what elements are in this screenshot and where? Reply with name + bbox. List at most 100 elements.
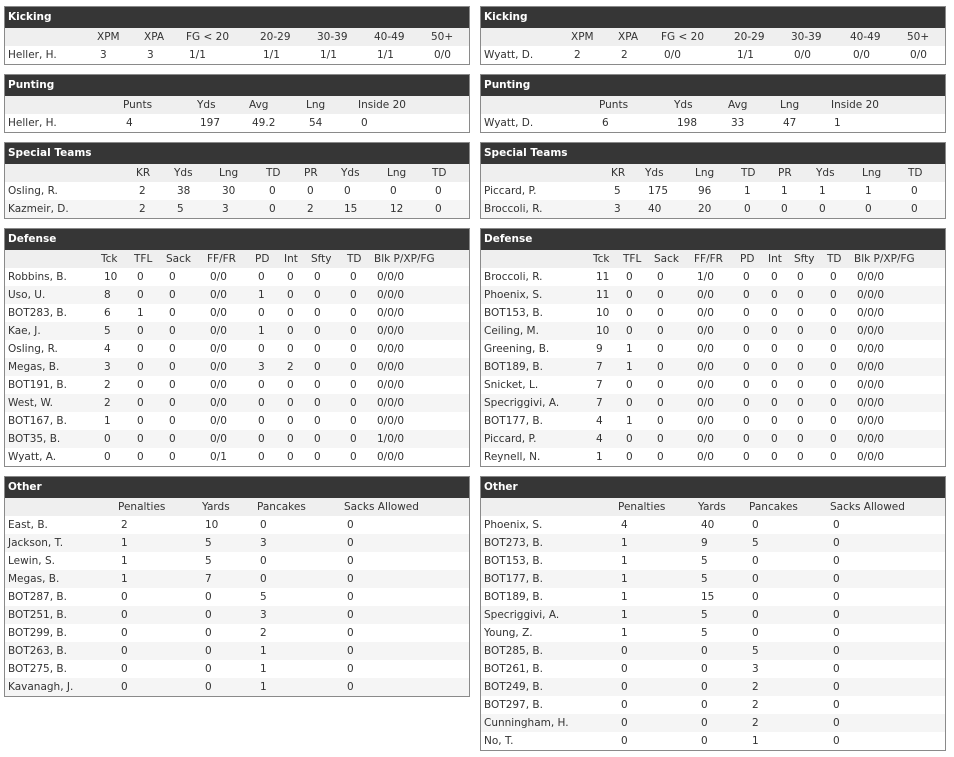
- column-header: Blk P/XP/FG: [374, 253, 435, 265]
- stats-table: Kicking XPM XPA FG < 20 20-29 30-39 40-49 50+ He…: [4, 6, 470, 65]
- stat-cell: 7: [596, 361, 603, 373]
- column-header: Lng: [387, 167, 407, 179]
- stat-cell: 1: [865, 185, 872, 197]
- data-row: Kazmeir, D. 2 5 3 0 2 15 12 0: [5, 200, 469, 218]
- header-row: KR Yds Lng TD PR Yds Lng TD: [5, 164, 469, 182]
- stat-cell: 0/0: [697, 307, 714, 319]
- player-name: Snicket, L.: [484, 379, 539, 391]
- stat-cell: 1: [258, 289, 265, 301]
- column-header: Lng: [862, 167, 882, 179]
- stat-cell: 1/0: [697, 271, 714, 283]
- stat-cell: 0: [657, 451, 664, 463]
- stat-cell: 12: [390, 203, 404, 215]
- stat-cell: 1: [781, 185, 788, 197]
- stat-cell: 0/0/0: [377, 343, 405, 355]
- header-row: Punts Yds Avg Lng Inside 20: [481, 96, 945, 114]
- stat-cell: 0: [435, 203, 442, 215]
- header-row: Tck TFL Sack FF/FR PD Int Sfty TD Blk P/XP/FG: [481, 250, 945, 268]
- stat-cell: 0: [121, 609, 128, 621]
- player-name: Broccoli, R.: [484, 271, 543, 283]
- stat-cell: 0: [797, 307, 804, 319]
- stat-cell: 0/0: [664, 49, 681, 61]
- data-row: BOT275, B. 0 0 1 0: [5, 660, 469, 678]
- data-row: Kavanagh, J. 0 0 1 0: [5, 678, 469, 696]
- stat-cell: 0: [830, 325, 837, 337]
- stat-cell: 0: [260, 573, 267, 585]
- player-name: BOT189, B.: [484, 591, 543, 603]
- player-name: Uso, U.: [8, 289, 46, 301]
- stat-cell: 2: [139, 203, 146, 215]
- stat-cell: 0: [621, 681, 628, 693]
- data-row: Greening, B. 9 1 0 0/0 0 0 0 0 0/0/0: [481, 340, 945, 358]
- stat-cell: 0: [314, 343, 321, 355]
- stat-cell: 0: [771, 379, 778, 391]
- stat-cell: 0: [833, 681, 840, 693]
- stat-cell: 1: [626, 343, 633, 355]
- data-row: BOT261, B. 0 0 3 0: [481, 660, 945, 678]
- stat-cell: 5: [701, 555, 708, 567]
- column-header: XPA: [144, 31, 165, 43]
- stat-cell: 0: [657, 289, 664, 301]
- column-header: Lng: [306, 99, 326, 111]
- stat-cell: 0: [350, 451, 357, 463]
- stat-cell: 0: [137, 415, 144, 427]
- stat-cell: 10: [104, 271, 118, 283]
- stat-cell: 0: [350, 289, 357, 301]
- stat-cell: 0: [169, 307, 176, 319]
- stat-cell: 0: [137, 343, 144, 355]
- stat-cell: 1: [752, 735, 759, 747]
- player-name: BOT191, B.: [8, 379, 67, 391]
- column-header: Sacks Allowed: [830, 501, 905, 513]
- stat-cell: 0: [830, 361, 837, 373]
- stat-cell: 1: [621, 591, 628, 603]
- stat-cell: 1: [621, 609, 628, 621]
- stat-cell: 0: [258, 379, 265, 391]
- stat-cell: 0: [797, 289, 804, 301]
- stat-cell: 0: [314, 361, 321, 373]
- stat-cell: 5: [177, 203, 184, 215]
- stat-cell: 2: [752, 699, 759, 711]
- column-header: Lng: [695, 167, 715, 179]
- data-row: Jackson, T. 1 5 3 0: [5, 534, 469, 552]
- data-row: BOT167, B. 1 0 0 0/0 0 0 0 0 0/0/0: [5, 412, 469, 430]
- player-name: BOT167, B.: [8, 415, 67, 427]
- data-row: Young, Z. 1 5 0 0: [481, 624, 945, 642]
- stat-cell: 0: [771, 415, 778, 427]
- stat-cell: 0: [169, 379, 176, 391]
- data-row: BOT249, B. 0 0 2 0: [481, 678, 945, 696]
- column-header: Punts: [123, 99, 153, 111]
- stat-cell: 1: [260, 645, 267, 657]
- player-name: Greening, B.: [484, 343, 550, 355]
- stat-cell: 9: [596, 343, 603, 355]
- player-name: Piccard, P.: [484, 185, 537, 197]
- data-row: BOT297, B. 0 0 2 0: [481, 696, 945, 714]
- stats-table: Defense Tck TFL Sack FF/FR PD Int Sfty TD Blk P/X…: [480, 228, 946, 467]
- stat-cell: 3: [260, 609, 267, 621]
- stat-cell: 1: [621, 573, 628, 585]
- stat-cell: 0/0: [697, 397, 714, 409]
- column-header: TD: [908, 167, 923, 179]
- stat-cell: 0: [169, 361, 176, 373]
- stat-cell: 0: [307, 185, 314, 197]
- player-name: BOT273, B.: [484, 537, 543, 549]
- player-name: BOT251, B.: [8, 609, 67, 621]
- column-header: Pancakes: [257, 501, 306, 513]
- data-row: Cunningham, H. 0 0 2 0: [481, 714, 945, 732]
- player-name: Phoenix, S.: [484, 289, 543, 301]
- column-header: 20-29: [734, 31, 765, 43]
- stat-cell: 0/0: [697, 361, 714, 373]
- player-name: Heller, H.: [8, 49, 57, 61]
- stat-cell: 0: [771, 289, 778, 301]
- stat-cell: 3: [104, 361, 111, 373]
- column-header: FG < 20: [186, 31, 230, 43]
- stat-cell: 54: [309, 117, 323, 129]
- player-name: BOT177, B.: [484, 573, 543, 585]
- column-header: Penalties: [118, 501, 166, 513]
- data-row: Megas, B. 1 7 0 0: [5, 570, 469, 588]
- column-header: Inside 20: [358, 99, 406, 111]
- stat-cell: 0/0/0: [377, 451, 405, 463]
- table-title: Other: [5, 477, 469, 498]
- stat-cell: 5: [701, 609, 708, 621]
- stat-cell: 0: [771, 343, 778, 355]
- stat-cell: 3: [100, 49, 107, 61]
